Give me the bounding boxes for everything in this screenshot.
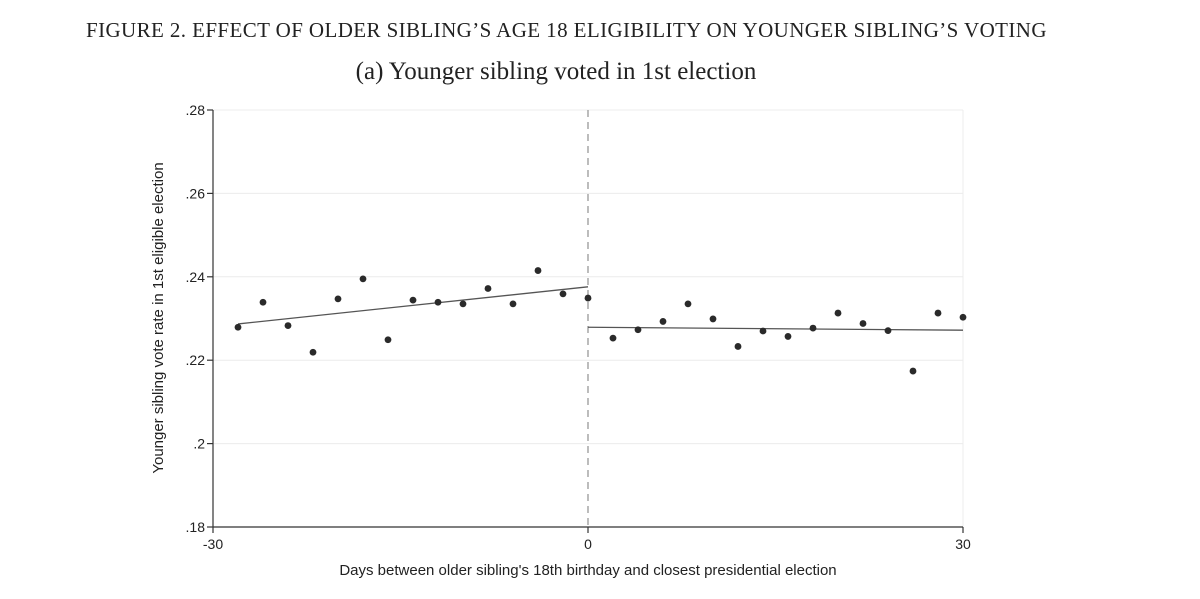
y-tick-label: .28 — [186, 102, 206, 118]
data-point — [784, 333, 792, 340]
y-tick-label: .22 — [186, 352, 206, 368]
data-point — [434, 298, 442, 306]
data-point — [959, 313, 967, 321]
data-point — [309, 348, 317, 356]
data-point — [559, 290, 567, 298]
y-tick-label: .24 — [186, 269, 206, 285]
figure-caption: FIGURE 2. EFFECT OF OLDER SIBLING’S AGE … — [86, 18, 1086, 43]
y-tick-label: .18 — [186, 519, 206, 535]
data-point — [534, 267, 542, 274]
data-point — [684, 300, 692, 308]
data-point — [334, 295, 342, 303]
y-axis-label: Younger sibling vote rate in 1st eligibl… — [150, 162, 167, 473]
figure-label: FIGURE 2. — [86, 18, 187, 42]
data-point — [259, 298, 267, 306]
data-point — [759, 327, 767, 335]
data-point — [834, 309, 842, 317]
x-tick-label: 30 — [955, 536, 971, 552]
x-tick-label: 0 — [584, 536, 592, 552]
data-point — [459, 300, 467, 308]
data-point — [509, 300, 517, 308]
data-point — [809, 324, 817, 332]
data-point — [234, 323, 242, 331]
data-point — [384, 336, 392, 344]
data-point — [884, 327, 892, 334]
figure-caption-text: EFFECT OF OLDER SIBLING’S AGE 18 ELIGIBI… — [192, 18, 1047, 42]
right-fit-line — [587, 326, 964, 331]
data-points — [234, 267, 967, 375]
data-point — [409, 296, 417, 304]
data-point — [709, 315, 717, 323]
data-point — [284, 322, 292, 329]
y-tick-label: .2 — [193, 436, 205, 452]
chart-title: (a) Younger sibling voted in 1st electio… — [355, 58, 757, 85]
data-point — [934, 309, 942, 317]
x-tick-label: -30 — [203, 536, 223, 552]
x-axis-label: Days between older sibling's 18th birthd… — [339, 562, 836, 579]
left-fit-line — [237, 286, 589, 325]
data-point — [609, 334, 617, 342]
data-point — [734, 343, 742, 350]
data-point — [484, 285, 492, 292]
data-point — [634, 326, 642, 334]
data-point — [584, 294, 592, 302]
data-point — [359, 275, 367, 283]
data-point — [659, 318, 667, 325]
data-point — [909, 367, 917, 375]
fit-lines — [237, 286, 964, 331]
data-point — [859, 320, 867, 327]
axes: .18 .2 .22 .24 .26 .28 -30 0 30 — [186, 102, 971, 552]
y-tick-label: .26 — [186, 185, 206, 201]
